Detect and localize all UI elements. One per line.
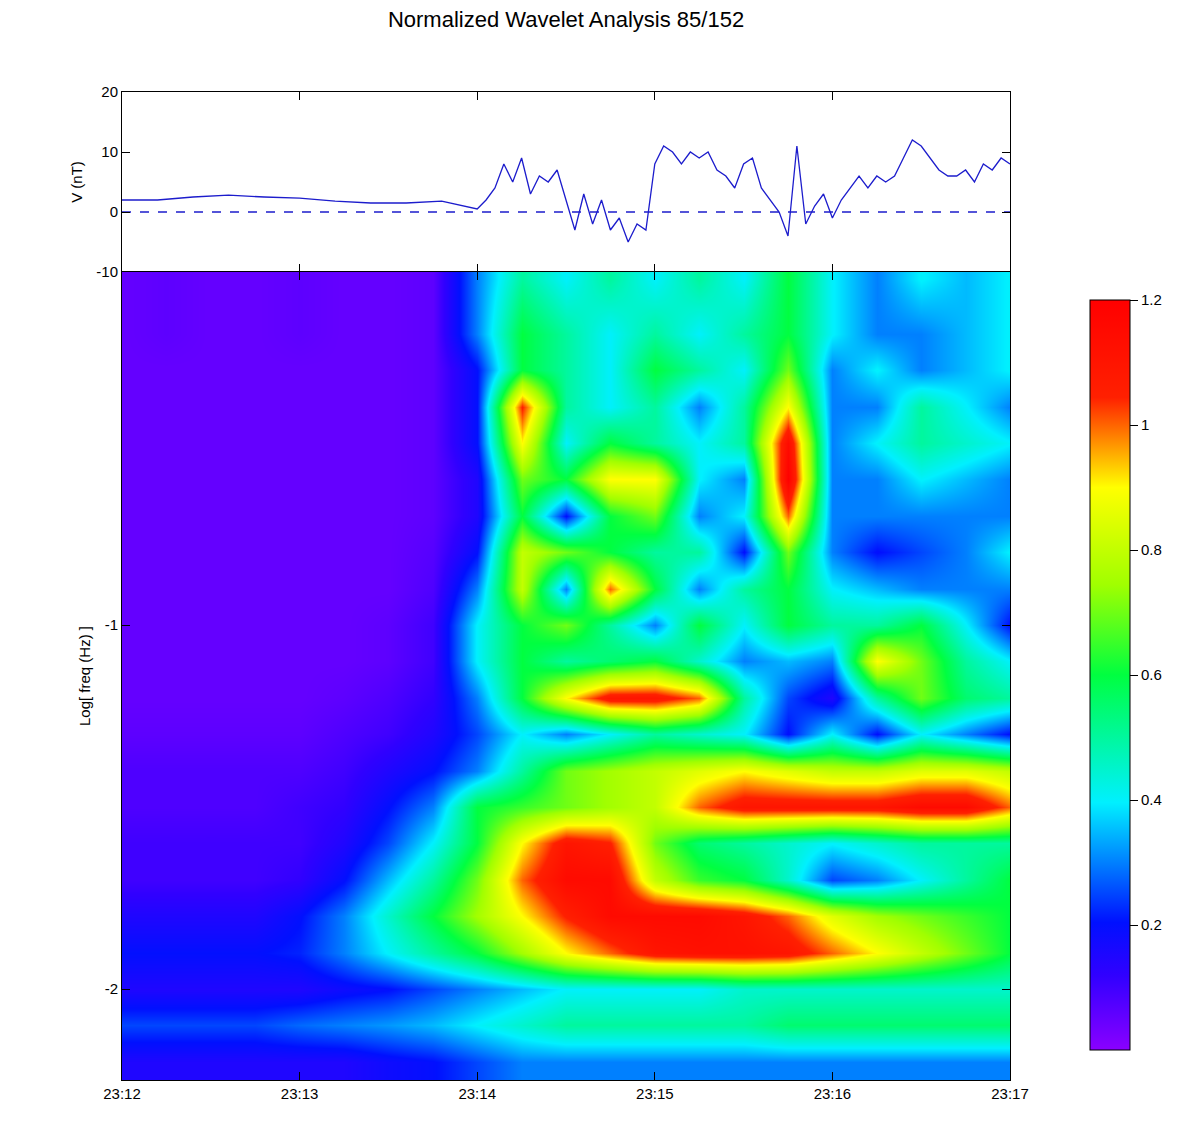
svg-text:1.2: 1.2 (1141, 291, 1162, 308)
svg-text:23:15: 23:15 (636, 1085, 674, 1102)
svg-text:Log[ freq (Hz) ]: Log[ freq (Hz) ] (76, 626, 93, 726)
svg-text:0.2: 0.2 (1141, 916, 1162, 933)
svg-text:23:17: 23:17 (991, 1085, 1029, 1102)
svg-text:1: 1 (1141, 416, 1149, 433)
svg-text:Normalized Wavelet Analysis 85: Normalized Wavelet Analysis 85/152 (388, 7, 744, 32)
svg-text:0.4: 0.4 (1141, 791, 1162, 808)
svg-text:-10: -10 (96, 263, 118, 280)
svg-text:20: 20 (101, 83, 118, 100)
svg-text:23:14: 23:14 (458, 1085, 496, 1102)
svg-text:-1: -1 (105, 616, 118, 633)
svg-text:23:13: 23:13 (281, 1085, 319, 1102)
svg-text:0: 0 (110, 203, 118, 220)
svg-text:10: 10 (101, 143, 118, 160)
svg-text:23:12: 23:12 (103, 1085, 141, 1102)
svg-text:0.8: 0.8 (1141, 541, 1162, 558)
svg-text:V (nT): V (nT) (68, 161, 85, 203)
svg-text:0.6: 0.6 (1141, 666, 1162, 683)
svg-text:-2: -2 (105, 980, 118, 997)
svg-text:23:16: 23:16 (814, 1085, 852, 1102)
